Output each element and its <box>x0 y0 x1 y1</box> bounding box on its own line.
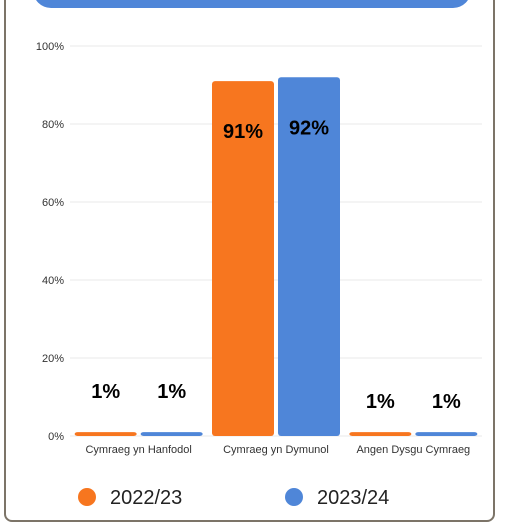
y-tick-label: 0% <box>48 431 64 443</box>
legend-swatch-2022-23 <box>78 488 96 506</box>
bar-2023-24-1 <box>278 77 340 436</box>
x-category-label: Angen Dysgu Cymraeg <box>356 444 470 456</box>
data-label: 1% <box>157 381 186 403</box>
bar-2022-23-1 <box>212 81 274 436</box>
legend-swatch-2023-24 <box>285 488 303 506</box>
bar-2022-23-2 <box>349 432 412 436</box>
y-tick-label: 100% <box>36 41 64 53</box>
data-label: 92% <box>289 118 329 140</box>
x-category-label: Cymraeg yn Hanfodol <box>85 444 191 456</box>
legend: 2022/23 2023/24 <box>78 487 389 509</box>
data-label: 91% <box>223 121 263 143</box>
bars <box>74 77 478 436</box>
legend-label: 2023/24 <box>317 487 389 509</box>
data-label: 1% <box>91 381 120 403</box>
bar-2022-23-0 <box>74 432 137 436</box>
x-axis: Cymraeg yn Hanfodol Cymraeg yn Dymunol Ang… <box>85 444 470 456</box>
grid-layer <box>70 45 482 437</box>
bar-2023-24-2 <box>415 432 478 436</box>
data-label: 1% <box>432 391 461 413</box>
data-label: 1% <box>366 391 395 413</box>
y-axis: 0% 20% 40% 60% 80% 100% <box>36 41 64 443</box>
header-banner <box>33 0 471 8</box>
bar-2023-24-0 <box>140 432 203 436</box>
data-labels: 1% 1% 91% 92% 1% 1% <box>91 118 461 413</box>
y-tick-label: 20% <box>42 353 64 365</box>
y-tick-label: 60% <box>42 197 64 209</box>
y-tick-label: 40% <box>42 275 64 287</box>
y-tick-label: 80% <box>42 119 64 131</box>
x-category-label: Cymraeg yn Dymunol <box>223 444 329 456</box>
legend-label: 2022/23 <box>110 487 182 509</box>
